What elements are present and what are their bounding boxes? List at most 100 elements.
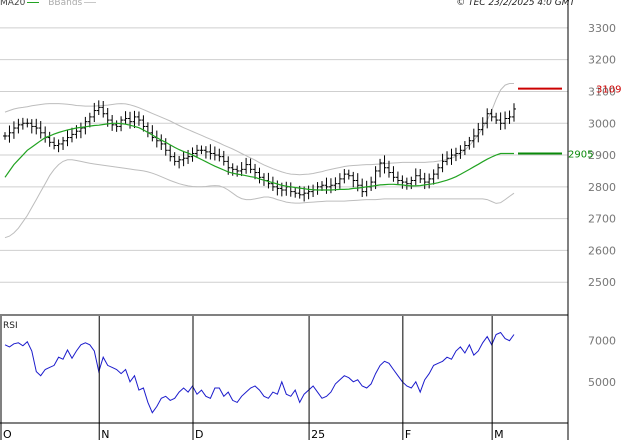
price-bar <box>391 166 396 182</box>
price-bar <box>489 108 494 122</box>
price-bar <box>440 153 445 173</box>
price-bar <box>194 144 199 158</box>
price-bar <box>11 121 16 139</box>
price-bar <box>346 169 351 180</box>
price-bar <box>449 148 454 165</box>
price-bar <box>494 112 499 124</box>
legend-ma20-swatch <box>27 2 40 3</box>
price-bar <box>378 158 383 178</box>
price-bar <box>47 131 52 147</box>
price-bar <box>83 116 88 135</box>
price-bar <box>404 177 409 190</box>
price-bar <box>320 181 325 191</box>
price-tick-label: 3300 <box>588 22 616 35</box>
price-bar <box>462 141 467 156</box>
x-tick-label: F <box>405 428 411 440</box>
price-bar <box>239 162 244 177</box>
legend-bbands: BBands <box>48 0 97 8</box>
legend-ma20-label: MA20 <box>0 0 26 8</box>
price-bar <box>395 171 400 185</box>
price-bar <box>248 158 253 174</box>
price-bar <box>306 185 311 200</box>
price-bar <box>136 111 141 126</box>
price-tick-label: 2500 <box>588 276 616 289</box>
price-bar <box>159 134 164 150</box>
price-bar <box>400 175 405 189</box>
price-bar <box>257 167 262 184</box>
price-bar <box>203 146 208 159</box>
price-bar <box>141 115 146 132</box>
price-bar <box>467 136 472 150</box>
price-bar <box>427 173 432 189</box>
price-bar <box>471 128 476 148</box>
price-tick-label: 2800 <box>588 181 616 194</box>
price-bar <box>25 118 30 128</box>
price-bar <box>498 112 503 130</box>
price-bar <box>480 117 485 136</box>
rsi-tick-label: 7000 <box>588 335 616 348</box>
bbands-upper-line <box>4 83 514 176</box>
price-bar <box>386 160 391 178</box>
price-bar <box>244 157 249 174</box>
x-axis: O N D 25 F M <box>0 316 504 440</box>
price-bar <box>413 168 418 186</box>
price-bar <box>512 103 516 122</box>
price-bar <box>485 108 490 129</box>
legend-bbands-swatch <box>84 2 97 3</box>
price-bar <box>163 138 168 156</box>
price-bar <box>3 132 7 140</box>
price-bar <box>56 139 61 153</box>
price-bar <box>78 122 83 139</box>
price-bar <box>217 148 222 162</box>
price-bar <box>212 146 217 161</box>
price-bar <box>101 101 106 118</box>
rsi-line <box>4 331 515 414</box>
x-tick-label: D <box>195 428 203 440</box>
last-ma-label: 2905 <box>568 149 593 160</box>
rsi-title: RSI <box>3 321 18 331</box>
price-tick-label: 3200 <box>588 54 616 67</box>
price-bars <box>3 100 516 202</box>
price-bar <box>199 145 204 155</box>
legend-ma20: MA20 <box>0 0 40 8</box>
price-tick-label: 2900 <box>588 149 616 162</box>
price-bar <box>186 149 191 164</box>
price-bar <box>128 111 133 129</box>
price-bar <box>61 136 66 150</box>
price-bar <box>436 163 441 180</box>
price-bar <box>270 176 275 191</box>
price-bar <box>445 151 450 166</box>
rsi-tick-label: 5000 <box>588 376 616 389</box>
price-bar <box>409 176 414 190</box>
price-bar <box>503 111 508 130</box>
price-bar <box>333 177 338 191</box>
price-bar <box>16 118 21 134</box>
price-bar <box>221 150 226 166</box>
legend-bbands-label: BBands <box>48 0 83 8</box>
price-panel-bg <box>0 12 568 314</box>
price-bar <box>34 118 39 135</box>
price-bar <box>507 110 512 124</box>
price-bar <box>20 117 25 130</box>
price-bar <box>123 111 128 125</box>
price-bar <box>382 155 387 174</box>
copyright-text: © TEC 23/2/2025 4:0 GMT <box>456 0 575 8</box>
price-tick-label: 3100 <box>588 85 616 98</box>
price-bar <box>328 178 333 194</box>
price-bar <box>150 125 155 142</box>
price-bar <box>453 147 458 162</box>
last-price-label: 3109 <box>596 85 621 96</box>
price-bar <box>132 110 137 129</box>
x-tick-label: M <box>494 428 504 440</box>
price-bar <box>52 137 57 150</box>
x-tick-label: N <box>101 428 109 440</box>
price-bar <box>418 169 423 184</box>
price-bar <box>29 119 34 134</box>
price-bar <box>168 145 173 162</box>
price-bar <box>275 180 280 196</box>
price-bar <box>476 122 481 143</box>
price-bar <box>208 144 213 160</box>
price-bar <box>96 100 101 115</box>
price-bar <box>65 130 70 147</box>
